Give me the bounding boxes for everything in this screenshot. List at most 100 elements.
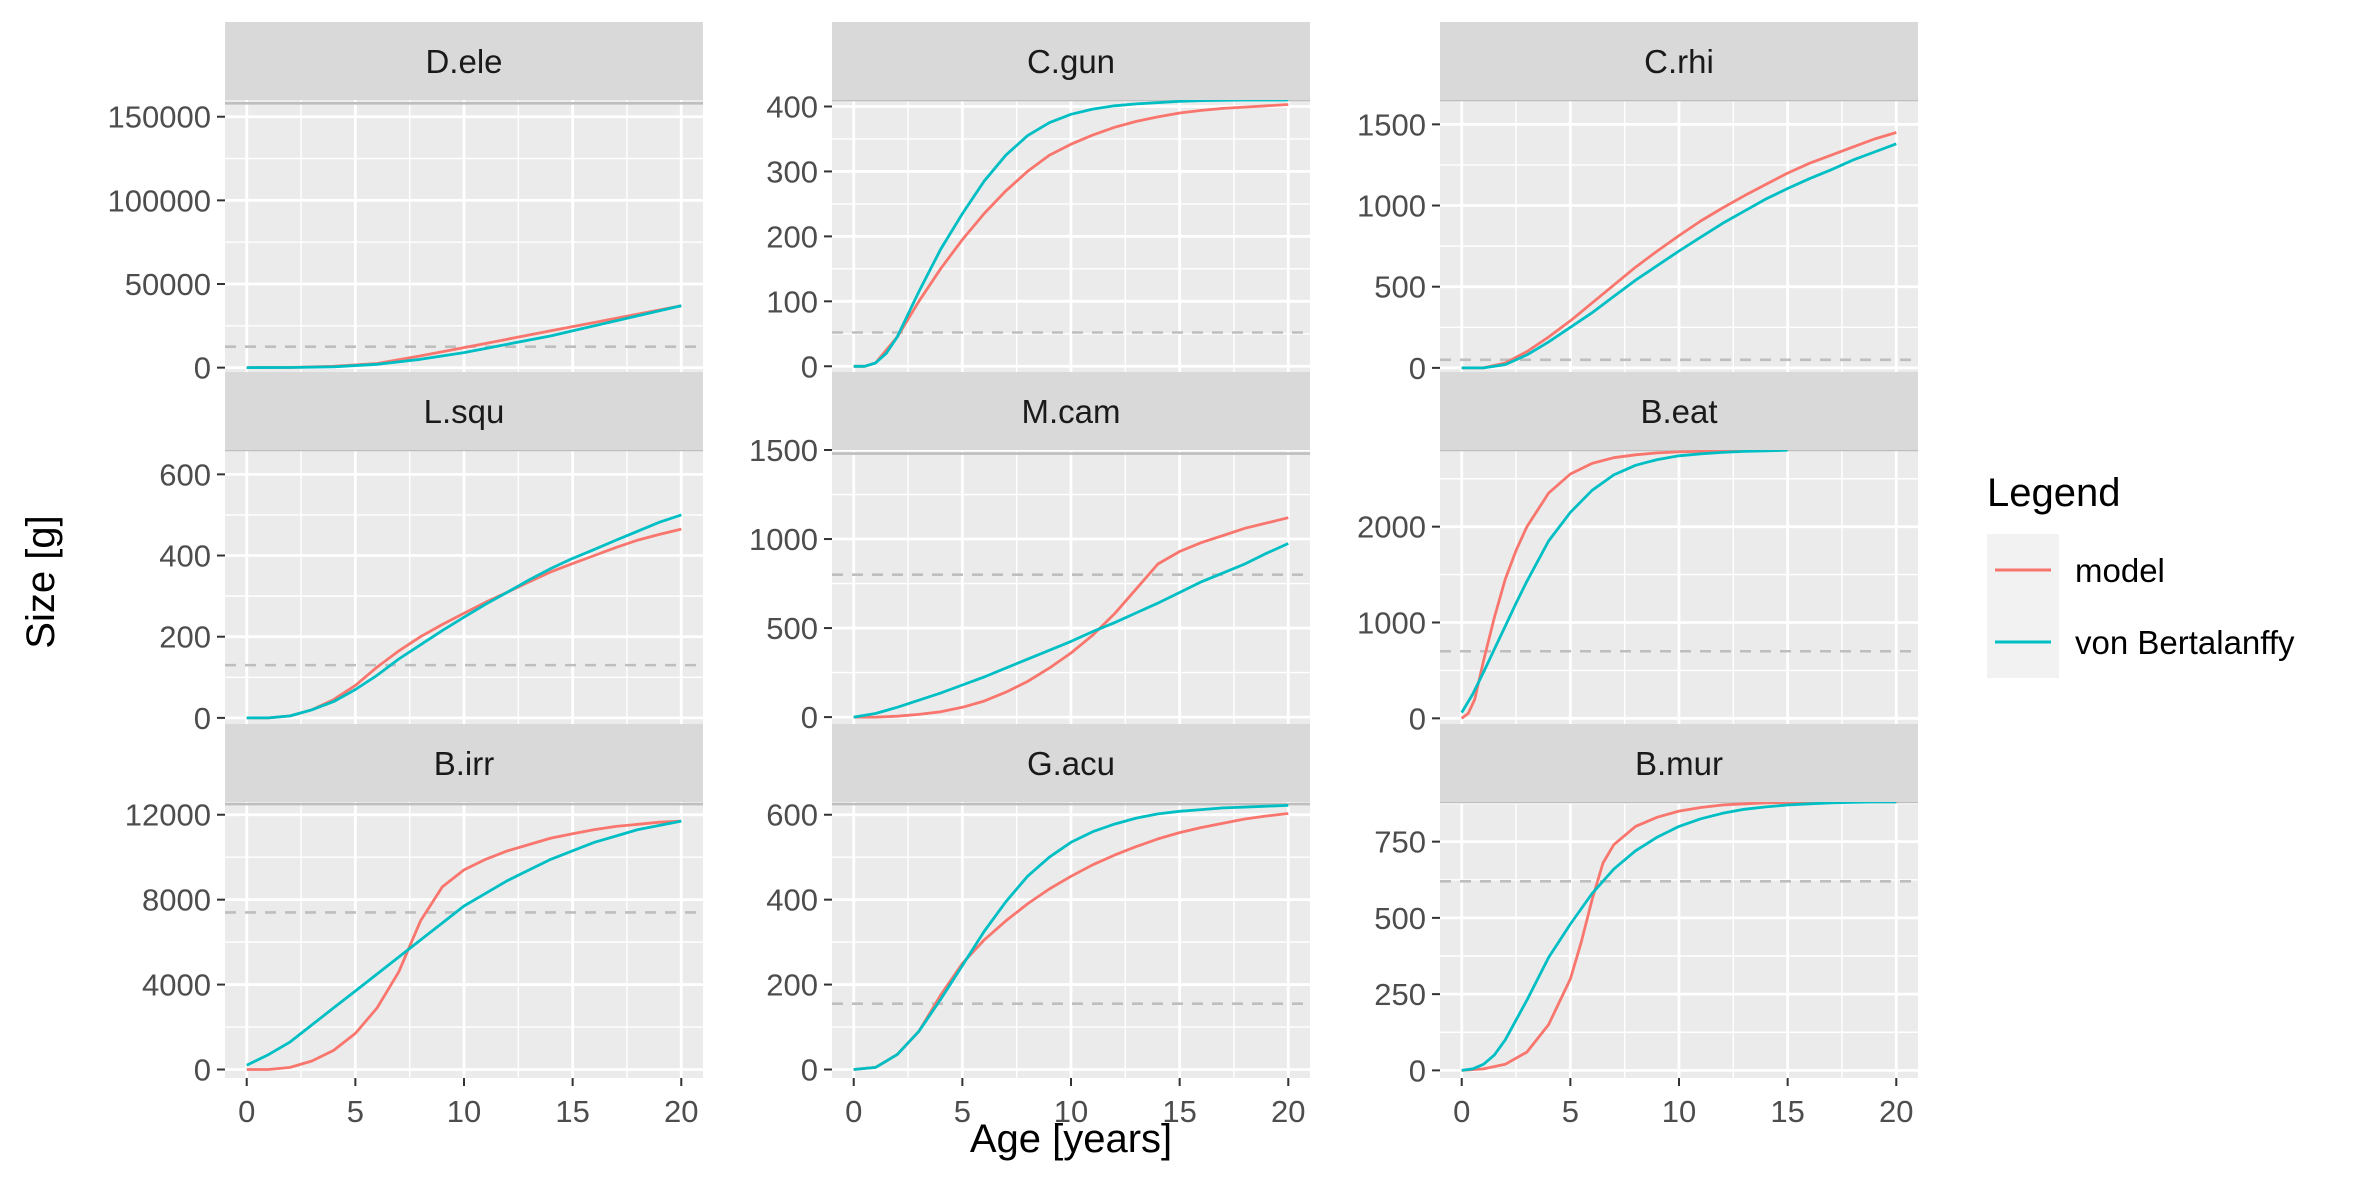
panel-strip (832, 22, 1310, 100)
x-tick-label: 5 (347, 1094, 364, 1129)
y-tick-label: 750 (1374, 825, 1426, 860)
panel-strip (1440, 372, 1918, 450)
panel-grid (225, 450, 703, 726)
legend-label: model (2075, 552, 2165, 589)
series-line-von-bertalanffy (1461, 142, 1897, 370)
y-tick-label: 200 (159, 620, 211, 655)
panel-b-mur: B.mur 0 250 500 750 0 5 10 15 20 (1374, 724, 1918, 1129)
panel-grid (225, 802, 703, 1078)
legend: Legend model von Bertalanffy (1987, 471, 2295, 678)
y-tick-label: 250 (1374, 977, 1426, 1012)
panel-l-squ: L.squ 0 200 400 600 (159, 372, 703, 736)
series-line-von-bertalanffy (1460, 450, 1788, 714)
panel-strip (225, 724, 703, 802)
panel-g-acu: G.acu 0 200 400 600 0 5 10 15 20 (766, 724, 1310, 1129)
y-tick-label: 500 (1374, 901, 1426, 936)
y-tick-label: 400 (766, 89, 818, 124)
panel-grid (1440, 450, 1918, 726)
x-tick-label: 15 (555, 1094, 589, 1129)
x-axis-title: Age [years] (970, 1117, 1172, 1161)
panel-strip (225, 22, 703, 100)
panel-b-irr: B.irr 0 4000 8000 12000 0 5 10 15 20 (125, 724, 703, 1129)
panel-strip-label: C.rhi (1644, 43, 1714, 80)
series-line-von-bertalanffy (853, 542, 1289, 719)
y-tick-label: 1000 (1357, 189, 1426, 224)
panel-marks (225, 802, 703, 1071)
series-line-model (1461, 131, 1897, 370)
x-tick-label: 10 (447, 1094, 481, 1129)
panel-b-eat: B.eat 0 1000 2000 (1357, 372, 1918, 736)
y-tick-label: 4000 (142, 968, 211, 1003)
panel-marks (832, 802, 1310, 1071)
panel-grid (1440, 100, 1918, 376)
panel-strip-label: M.cam (1022, 393, 1121, 430)
x-tick-label: 5 (954, 1094, 971, 1129)
y-tick-label: 600 (766, 798, 818, 833)
y-tick-label: 150000 (108, 100, 211, 135)
panel-strip-label: L.squ (424, 393, 505, 430)
x-tick-label: 10 (1662, 1094, 1696, 1129)
x-tick-label: 15 (1162, 1094, 1196, 1129)
panel-strip-label: G.acu (1027, 745, 1115, 782)
panel-d-ele: D.ele 0 50000 100000 150000 (108, 22, 703, 386)
y-axis-title: Size [g] (19, 515, 63, 648)
y-tick-label: 12000 (125, 798, 211, 833)
panel-marks (832, 452, 1310, 719)
series-line-von-bertalanffy (1461, 802, 1897, 1072)
y-tick-label: 400 (159, 539, 211, 574)
x-tick-label: 0 (1453, 1094, 1470, 1129)
y-tick-label: 0 (194, 351, 211, 386)
x-tick-label: 15 (1770, 1094, 1804, 1129)
y-tick-label: 0 (1409, 1053, 1426, 1088)
panel-grid (832, 450, 1310, 726)
panel-marks (225, 450, 703, 720)
panel-strip (1440, 724, 1918, 802)
y-tick-label: 2000 (1357, 510, 1426, 545)
y-tick-label: 0 (801, 1053, 818, 1088)
panel-marks (1440, 802, 1918, 1072)
y-tick-label: 0 (194, 1053, 211, 1088)
series-line-von-bertalanffy (853, 804, 1289, 1071)
y-tick-label: 50000 (125, 267, 211, 302)
x-tick-label: 20 (1271, 1094, 1305, 1129)
y-tick-label: 1500 (749, 433, 818, 468)
panel-strip (225, 372, 703, 450)
panel-strip-label: D.ele (425, 43, 502, 80)
x-tick-label: 0 (845, 1094, 862, 1129)
series-line-von-bertalanffy (246, 513, 682, 720)
series-line-model (246, 819, 682, 1071)
y-tick-label: 0 (801, 349, 818, 384)
y-tick-label: 600 (159, 457, 211, 492)
panel-m-cam: M.cam 0 500 1000 1500 (749, 372, 1310, 735)
y-tick-label: 500 (766, 611, 818, 646)
y-tick-label: 0 (1409, 701, 1426, 736)
panel-strip-label: B.irr (434, 745, 495, 782)
series-line-von-bertalanffy (246, 304, 682, 370)
legend-title: Legend (1987, 471, 2120, 515)
y-tick-label: 0 (1409, 351, 1426, 386)
panel-marks (225, 102, 703, 370)
panel-grid (832, 100, 1310, 376)
legend-entry: model (1987, 534, 2165, 606)
y-tick-label: 8000 (142, 883, 211, 918)
panel-c-gun: C.gun 0 100 200 300 400 (766, 22, 1310, 384)
y-tick-label: 200 (766, 219, 818, 254)
legend-entries: model von Bertalanffy (1987, 534, 2295, 678)
y-tick-label: 100 (766, 284, 818, 319)
y-tick-label: 300 (766, 154, 818, 189)
panel-grid (1440, 802, 1918, 1078)
panel-strip-label: C.gun (1027, 43, 1115, 80)
y-tick-label: 400 (766, 883, 818, 918)
x-tick-label: 0 (238, 1094, 255, 1129)
series-line-model (1460, 450, 1788, 720)
y-tick-label: 500 (1374, 270, 1426, 305)
series-line-von-bertalanffy (246, 819, 682, 1067)
panels-layer: D.ele050000100000150000C.gun010020030040… (108, 22, 1918, 1129)
x-tick-label: 10 (1054, 1094, 1088, 1129)
panel-marks (1440, 100, 1918, 370)
y-tick-label: 1500 (1357, 107, 1426, 142)
panel-grid (832, 802, 1310, 1078)
panel-strip-label: B.mur (1635, 745, 1723, 782)
panel-marks (832, 100, 1310, 368)
